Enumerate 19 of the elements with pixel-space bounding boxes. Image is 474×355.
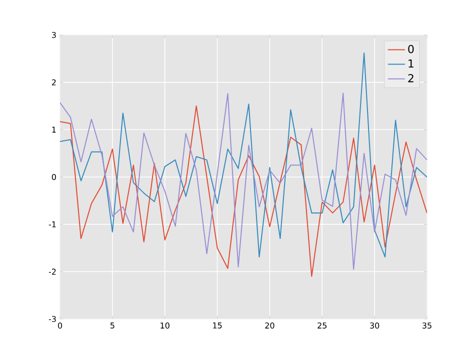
y-tick-label: -2 bbox=[48, 268, 56, 275]
x-tick-label: 25 bbox=[318, 322, 327, 329]
y-tick-label: 0 bbox=[52, 174, 56, 180]
y-tick-label: 1 bbox=[52, 126, 56, 133]
y-tick-label: 2 bbox=[52, 79, 56, 86]
legend-label: 2 bbox=[408, 74, 414, 82]
x-tick-label: 15 bbox=[213, 322, 222, 328]
line-series bbox=[60, 52, 427, 258]
x-tick-label: 20 bbox=[265, 322, 274, 329]
x-tick-label: 0 bbox=[58, 322, 62, 329]
legend-label: 1 bbox=[408, 60, 414, 68]
legend-label: 0 bbox=[408, 44, 414, 54]
x-tick-label: 5 bbox=[110, 322, 114, 328]
x-tick-label: 35 bbox=[422, 322, 432, 329]
x-tick-label: 30 bbox=[370, 322, 380, 329]
y-tick-label: -3 bbox=[48, 316, 56, 322]
x-tick-label: 10 bbox=[160, 322, 170, 329]
y-tick-label: 3 bbox=[52, 32, 56, 38]
y-tick-label: -1 bbox=[48, 221, 56, 228]
